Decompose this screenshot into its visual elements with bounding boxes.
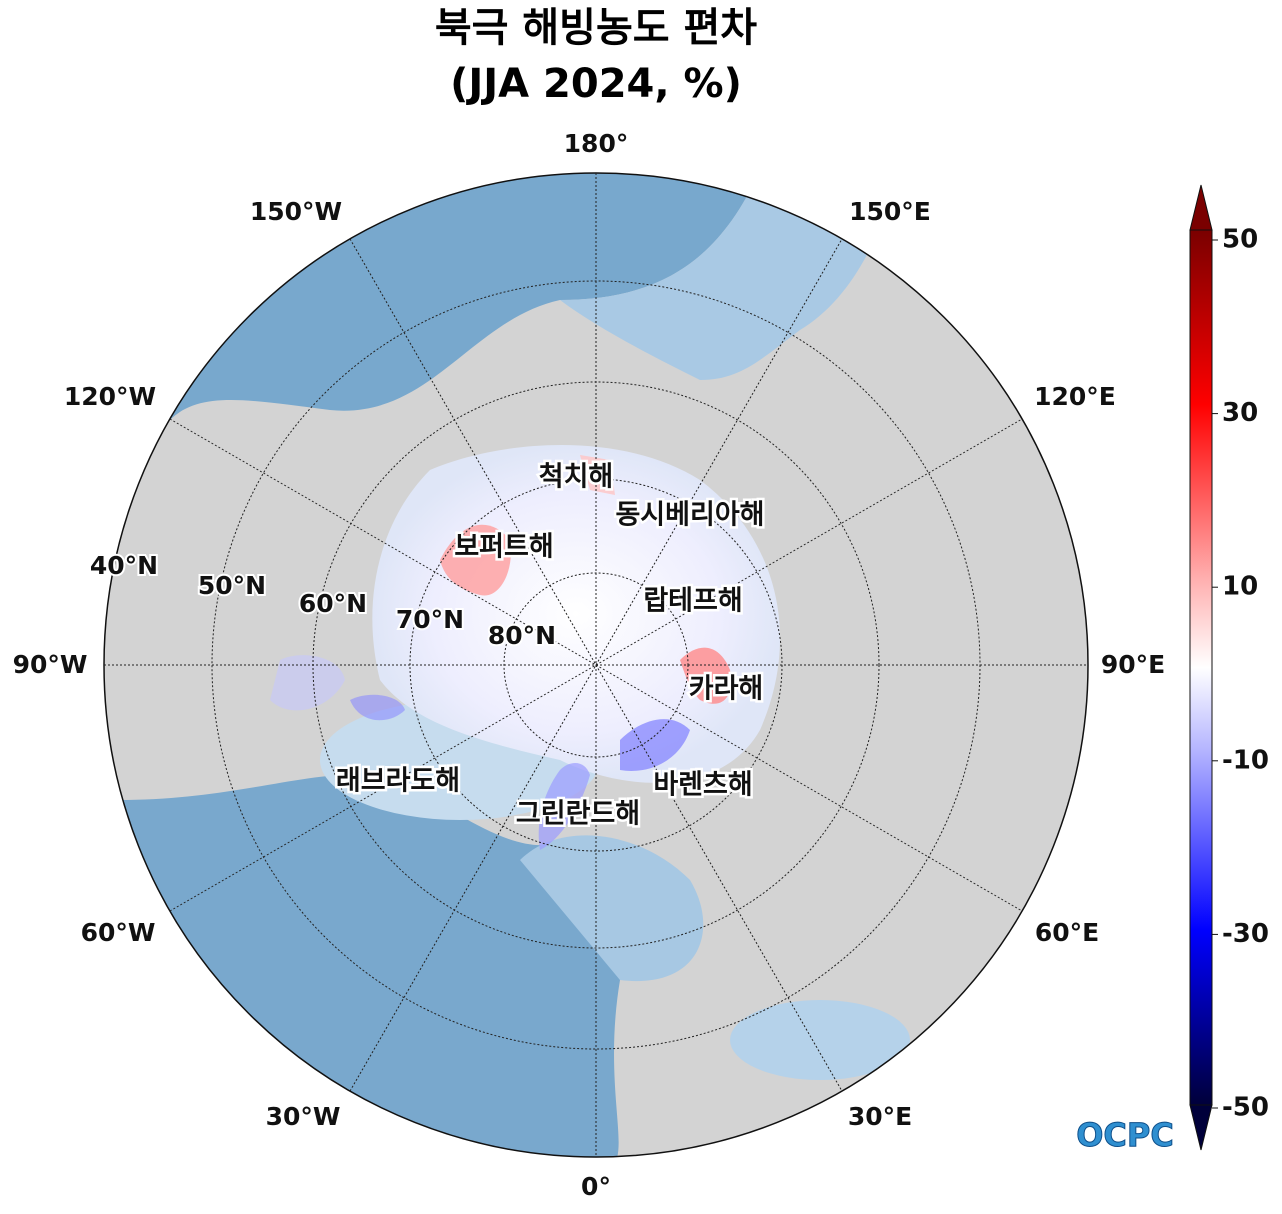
meridian	[349, 238, 843, 1092]
sea-label: 랍테프해	[643, 586, 742, 617]
longitude-label: 120°W	[64, 382, 156, 411]
sea-label: 보퍼트해	[454, 532, 553, 563]
colorbar-tick-label: -10	[1222, 745, 1269, 775]
sea-label: 그린란드해	[516, 799, 640, 830]
sea-label: 바렌츠해	[653, 770, 752, 801]
longitude-label: 30°E	[848, 1102, 912, 1131]
longitude-label: 60°W	[81, 918, 156, 947]
colorbar-tick-label: -50	[1222, 1093, 1269, 1123]
colorbar-tick-label: 50	[1222, 225, 1258, 255]
sea-label: 카라해	[689, 674, 764, 705]
colorbar-tick-label: 30	[1222, 398, 1258, 428]
subtitle: (JJA 2024, %)	[450, 61, 742, 107]
longitude-label: 0°	[581, 1172, 611, 1201]
longitude-label: 150°E	[849, 197, 931, 226]
sea-label: 척치해	[539, 462, 614, 493]
latitude-label: 60°N	[299, 589, 367, 618]
graticule	[104, 173, 1088, 1157]
title: 북극 해빙농도 편차	[435, 5, 757, 51]
latitude-label: 50°N	[198, 571, 266, 600]
longitude-label: 60°E	[1035, 918, 1099, 947]
latitude-label: 80°N	[488, 621, 556, 650]
latitude-label: 40°N	[90, 551, 158, 580]
sea-label: 동시베리아해	[615, 500, 764, 531]
longitude-label: 30°W	[266, 1102, 341, 1131]
longitude-label: 90°E	[1101, 650, 1165, 679]
longitude-label: 120°E	[1034, 382, 1116, 411]
colorbar: 50 30 10 -10 -30 -50	[1189, 184, 1269, 1151]
sea-label: 래브라도해	[336, 766, 460, 797]
latitude-label: 70°N	[396, 605, 464, 634]
logo: OCPC	[1076, 1116, 1174, 1154]
longitude-label: 180°	[564, 129, 629, 158]
longitude-label: 150°W	[250, 197, 342, 226]
longitude-label: 90°W	[13, 650, 88, 679]
colorbar-tick-label: -30	[1222, 919, 1269, 949]
colorbar-tick-label: 10	[1222, 572, 1258, 602]
map-body	[104, 173, 1088, 1157]
